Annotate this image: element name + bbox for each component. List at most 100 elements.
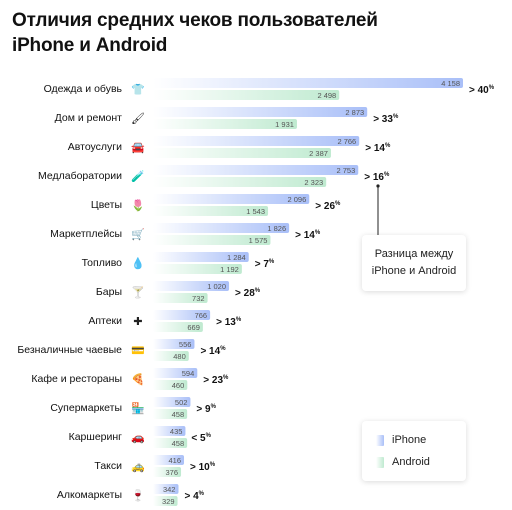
legend-label-android: Android (392, 456, 430, 468)
value-label-android: 329 (162, 497, 175, 506)
difference-label: > 10% (190, 462, 216, 473)
fuel-drop-icon: 💧 (131, 257, 145, 270)
pizza-icon: 🍕 (131, 373, 145, 386)
value-label-android: 732 (192, 294, 205, 303)
bar-android (153, 177, 327, 187)
value-label-android: 2 323 (304, 178, 323, 187)
pharmacy-cross-icon: ✚ (133, 316, 142, 328)
bar-iphone (153, 78, 463, 88)
car-icon: 🚘 (131, 142, 145, 154)
value-label-android: 669 (187, 323, 200, 332)
legend: iPhone Android (362, 421, 466, 481)
bar-android (153, 351, 189, 361)
category-label: Дом и ремонт (55, 112, 123, 124)
value-label-iphone: 2 096 (287, 195, 306, 204)
bar-android (153, 90, 340, 100)
value-label-iphone: 2 766 (337, 137, 356, 146)
wine-glass-icon: 🍷 (131, 489, 145, 502)
difference-label: > 14% (295, 230, 321, 241)
bar-iphone (153, 339, 195, 349)
category-label: Безналичные чаевые (17, 344, 122, 356)
value-label-iphone: 502 (175, 398, 188, 407)
category-label: Бары (96, 286, 122, 298)
card-icon: 💳 (131, 345, 145, 357)
difference-label: > 9% (196, 404, 216, 415)
bar-iphone (153, 484, 179, 494)
difference-label: < 5% (191, 433, 211, 444)
category-label: Алкомаркеты (57, 489, 122, 501)
legend-item-android: Android (376, 455, 430, 469)
value-label-iphone: 4 158 (441, 79, 460, 88)
car-sharing-icon: 🚗 (131, 432, 145, 444)
bar-android (153, 409, 188, 419)
difference-label: > 33% (373, 114, 399, 125)
bar-android (153, 322, 203, 332)
value-label-android: 480 (173, 352, 186, 361)
category-label: Цветы (91, 199, 122, 211)
category-label: Каршеринг (69, 431, 123, 443)
value-label-android: 458 (172, 439, 185, 448)
bar-android (153, 264, 242, 274)
category-label: Одежда и обувь (44, 83, 123, 95)
value-label-iphone: 416 (168, 456, 181, 465)
value-label-android: 2 387 (309, 149, 328, 158)
value-label-android: 1 543 (246, 207, 265, 216)
bar-iphone (153, 194, 310, 204)
value-label-iphone: 1 020 (207, 282, 226, 291)
value-label-android: 1 192 (220, 265, 239, 274)
value-label-iphone: 594 (182, 369, 195, 378)
bar-android (153, 206, 269, 216)
bar-iphone (153, 310, 211, 320)
bar-iphone (153, 397, 191, 407)
bar-android (153, 293, 208, 303)
callout-line-1: Разница между (374, 248, 454, 260)
cart-icon: 🛒 (131, 228, 145, 241)
test-tube-icon: 🧪 (131, 170, 145, 183)
bar-iphone (153, 107, 368, 117)
bar-iphone (153, 281, 230, 291)
difference-label: > 28% (235, 288, 261, 299)
difference-label: > 14% (200, 346, 226, 357)
bar-iphone (153, 368, 198, 378)
bar-android (153, 235, 271, 245)
bar-iphone (153, 455, 185, 465)
category-label: Аптеки (88, 315, 122, 327)
bar-android (153, 148, 331, 158)
tshirt-icon: 👕 (131, 83, 145, 96)
category-label: Такси (94, 460, 122, 472)
value-label-android: 1 931 (275, 120, 294, 129)
difference-label: > 4% (184, 491, 204, 502)
bar-android (153, 467, 182, 477)
value-label-iphone: 435 (170, 427, 183, 436)
value-label-android: 460 (172, 381, 185, 390)
difference-callout: Разница между iPhone и Android (362, 235, 466, 291)
bar-iphone (153, 223, 290, 233)
value-label-iphone: 2 873 (345, 108, 364, 117)
bar-android (153, 496, 178, 506)
difference-label: > 14% (365, 143, 391, 154)
legend-swatch-android (376, 456, 384, 468)
value-label-iphone: 2 753 (336, 166, 355, 175)
taxi-icon: 🚕 (131, 461, 145, 473)
bar-iphone (153, 426, 186, 436)
difference-label: > 7% (255, 259, 275, 270)
category-label: Маркетплейсы (50, 228, 122, 240)
value-label-iphone: 766 (195, 311, 208, 320)
bar-iphone (153, 136, 360, 146)
flower-icon: 🌷 (131, 199, 145, 212)
paint-roller-icon: 🖌 (131, 112, 145, 125)
category-label: Супермаркеты (50, 402, 122, 414)
category-label: Автоуслуги (68, 141, 122, 153)
bar-iphone (153, 252, 249, 262)
bar-android (153, 438, 188, 448)
value-label-android: 2 498 (317, 91, 336, 100)
value-label-iphone: 1 284 (227, 253, 246, 262)
difference-label: > 26% (315, 201, 341, 212)
legend-label-iphone: iPhone (392, 434, 427, 446)
category-label: Медлаборатории (38, 170, 122, 182)
difference-label: > 13% (216, 317, 242, 328)
callout-line-2: iPhone и Android (371, 265, 457, 277)
legend-item-iphone: iPhone (376, 433, 426, 447)
chart-title: Отличия средних чеков пользователей iPho… (12, 10, 378, 56)
value-label-android: 458 (172, 410, 185, 419)
